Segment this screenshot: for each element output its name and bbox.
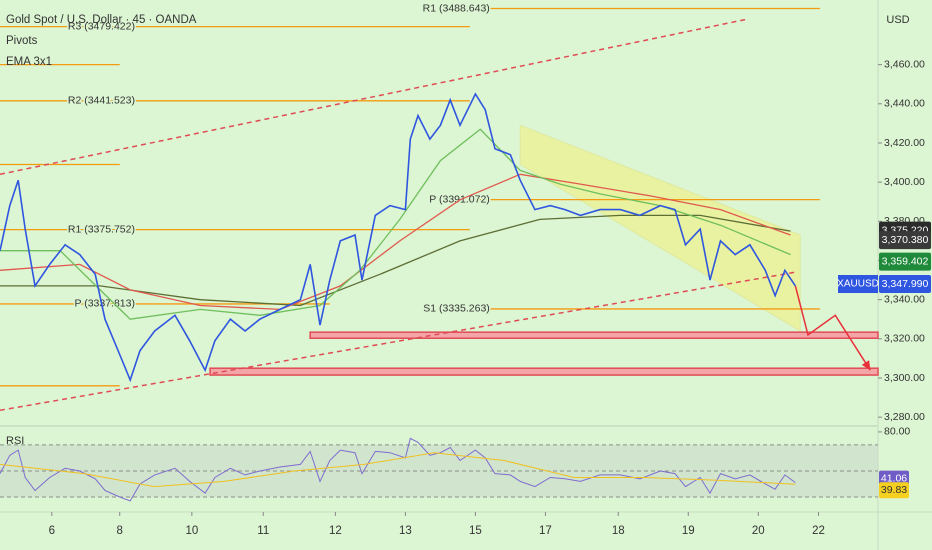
pivot-label: R2 (3441.523) [68,95,135,107]
indicator-label: Pivots [6,35,38,47]
ema-line [0,214,791,307]
x-tick-label: 17 [539,525,552,537]
rsi-tick-label: 80.00 [884,426,910,438]
chart-title: Gold Spot / U.S. Dollar · 45 · OANDA [6,14,197,26]
x-tick-label: 15 [469,525,482,537]
unit-label: USD [886,14,909,26]
price-label: 3,347.990 [882,278,929,290]
rsi-title: RSI [6,435,24,447]
x-tick-label: 22 [812,525,825,537]
pivot-label: R3 (3479.422) [68,20,135,32]
price-label: 3,370.380 [882,234,929,246]
support-zone [309,331,879,339]
y-tick-label: 3,300.00 [884,372,925,384]
y-tick-label: 3,320.00 [884,333,925,345]
y-tick-label: 3,440.00 [884,98,925,110]
price-label: 3,359.402 [882,255,929,267]
x-tick-label: 19 [682,525,695,537]
x-tick-label: 13 [399,525,412,537]
pivot-label: P (3337.813) [74,298,135,310]
trendline [0,18,746,176]
support-zone [209,367,879,376]
x-tick-label: 10 [185,525,198,537]
symbol-label-box [838,275,878,294]
projection-arrowhead [861,360,871,371]
price-label-box [879,231,931,250]
rsi-value-box [879,482,909,499]
price-label-box [879,252,931,271]
y-tick-label: 3,340.00 [884,293,925,305]
x-tick-label: 18 [612,525,625,537]
ema-line [0,128,791,320]
ema-line [0,173,791,311]
y-tick-label: 3,400.00 [884,176,925,188]
price-label-box [879,275,931,294]
symbol-label: XAUUSD [837,279,879,290]
pivot-label: R1 (3375.752) [68,223,135,235]
x-tick-label: 20 [752,525,765,537]
x-tick-label: 8 [117,525,123,537]
y-tick-label: 3,280.00 [884,411,925,423]
rsi-line [0,437,796,502]
projection-line [794,285,871,371]
rsi-value-label: 39.83 [881,484,907,496]
channel [519,124,801,332]
x-tick-label: 6 [49,525,55,537]
rsi-value-label: 41.06 [881,472,907,484]
y-tick-label: 3,460.00 [884,58,925,70]
y-tick-label: 3,420.00 [884,137,925,149]
price-line [0,92,797,383]
x-tick-label: 12 [329,525,342,537]
rsi-line [0,452,796,488]
x-tick-label: 11 [257,525,269,537]
indicator-label: EMA 3x1 [6,56,52,68]
pivot-label: R1 (3488.643) [423,2,490,14]
pivot-label: S1 (3335.263) [423,303,490,315]
